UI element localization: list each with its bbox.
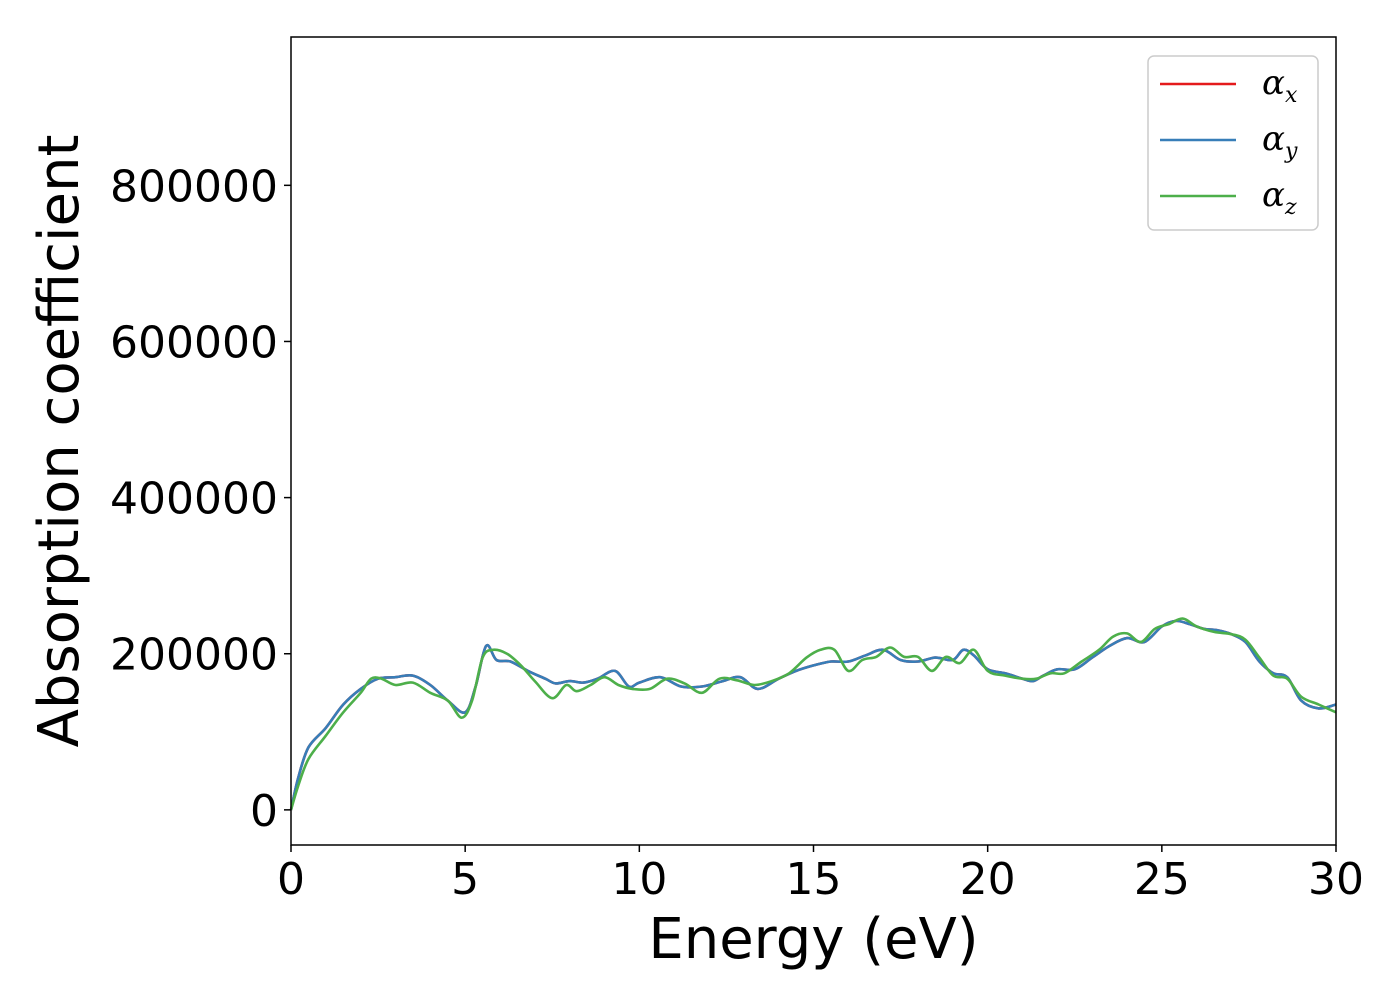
legend-label-z: αz (1262, 175, 1297, 220)
legend: αx αy αz (1147, 55, 1319, 231)
x-tick-label: 5 (451, 854, 479, 905)
x-tick-label: 0 (277, 854, 305, 905)
series-layer (289, 617, 1337, 811)
x-tick-label: 20 (960, 854, 1016, 905)
y-axis-label: Absorption coefficient (27, 135, 92, 748)
y-tick-label: 400000 (110, 474, 278, 525)
legend-box (1147, 55, 1319, 231)
y-tick-label: 200000 (110, 630, 278, 681)
x-axis-ticks: 0 5 10 15 20 25 30 (277, 845, 1364, 905)
y-axis-ticks: 0 200000 400000 600000 800000 (110, 161, 291, 837)
x-tick-label: 10 (611, 854, 667, 905)
legend-label-y: αy (1262, 119, 1298, 164)
x-tick-label: 15 (786, 854, 842, 905)
y-tick-label: 800000 (110, 161, 278, 212)
x-tick-label: 30 (1308, 854, 1364, 905)
x-tick-label: 25 (1134, 854, 1190, 905)
series-line-z (289, 617, 1337, 811)
y-tick-label: 600000 (110, 317, 278, 368)
x-axis-label: Energy (eV) (648, 907, 978, 972)
legend-label-x: αx (1262, 63, 1298, 108)
y-tick-label: 0 (250, 786, 278, 837)
